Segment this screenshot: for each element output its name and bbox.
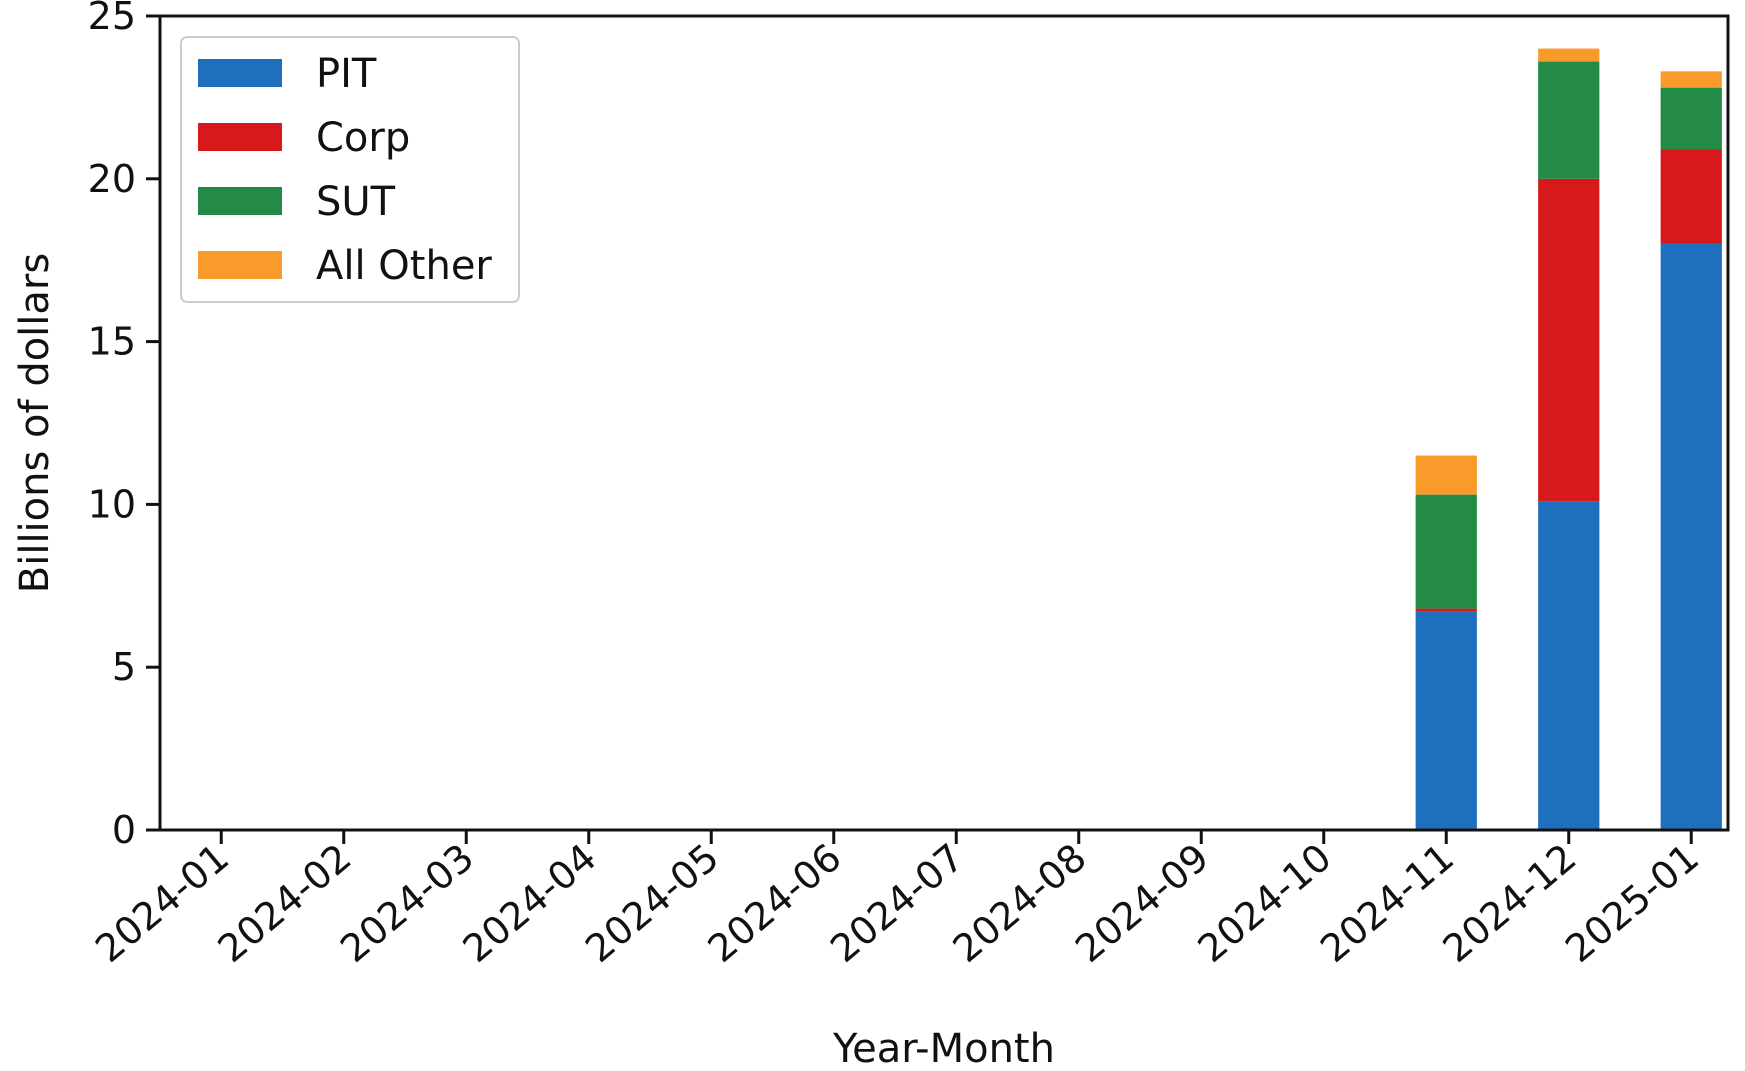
x-axis-label: Year-Month (832, 1026, 1055, 1071)
bar-sut-2024-11 (1415, 494, 1477, 609)
x-tick-label: 2024-02 (210, 835, 360, 971)
y-tick-label: 0 (112, 808, 136, 852)
legend-swatch-pit (198, 59, 282, 87)
y-tick-label: 5 (112, 645, 136, 689)
bar-pit-2024-11 (1415, 611, 1477, 830)
legend-swatch-corp (198, 123, 282, 151)
y-axis-label: Billions of dollars (12, 253, 58, 593)
bar-all-other-2024-12 (1538, 48, 1600, 62)
x-tick-label: 2024-05 (577, 835, 727, 971)
bar-pit-2025-01 (1660, 243, 1722, 831)
bar-sut-2025-01 (1660, 87, 1722, 150)
bar-all-other-2024-11 (1415, 455, 1477, 495)
x-tick-label: 2024-09 (1067, 835, 1217, 971)
x-tick-label: 2024-01 (87, 835, 237, 971)
legend-label-pit: PIT (316, 51, 377, 97)
x-tick-label: 2024-12 (1435, 835, 1585, 971)
x-tick-label: 2024-10 (1190, 835, 1340, 971)
x-tick-label: 2024-11 (1312, 835, 1462, 971)
y-tick-label: 25 (88, 0, 136, 38)
bars-layer (1415, 48, 1722, 831)
bar-sut-2024-12 (1538, 61, 1600, 179)
bar-corp-2024-11 (1415, 608, 1477, 612)
y-tick-label: 10 (88, 482, 136, 526)
x-tick-label: 2024-07 (822, 835, 972, 971)
y-axis: 0 5 10 15 20 25 (88, 0, 160, 852)
y-tick-label: 15 (88, 320, 136, 364)
legend-label-corp: Corp (316, 115, 410, 161)
legend-swatch-all-other (198, 251, 282, 279)
legend-label-all-other: All Other (316, 243, 492, 289)
bar-pit-2024-12 (1538, 501, 1600, 830)
bar-corp-2025-01 (1660, 149, 1722, 244)
plot-area-frame (158, 14, 1730, 832)
x-tick-label: 2024-08 (945, 835, 1095, 971)
legend-box (180, 36, 520, 303)
legend-label-sut: SUT (316, 179, 396, 225)
x-tick-label: 2025-01 (1557, 835, 1707, 971)
y-tick-label: 20 (88, 157, 136, 201)
bar-all-other-2025-01 (1660, 71, 1722, 88)
bar-corp-2024-12 (1538, 178, 1600, 502)
x-tick-label: 2024-04 (455, 835, 605, 971)
x-axis: 2024-012024-022024-032024-042024-052024-… (87, 830, 1707, 971)
legend-swatch-sut (198, 187, 282, 215)
x-tick-label: 2024-03 (332, 835, 482, 971)
x-tick-label: 2024-06 (700, 835, 850, 971)
legend: PIT Corp SUT All Other (180, 36, 520, 303)
